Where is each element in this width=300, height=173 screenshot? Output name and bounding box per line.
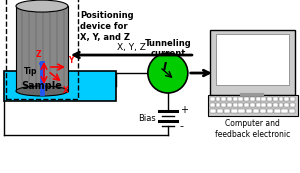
- FancyBboxPatch shape: [289, 110, 295, 113]
- FancyBboxPatch shape: [260, 110, 266, 113]
- FancyBboxPatch shape: [224, 110, 230, 113]
- Text: Positioning
device for
X, Y, and Z: Positioning device for X, Y, and Z: [80, 11, 134, 42]
- Text: Tip: Tip: [24, 66, 38, 76]
- FancyBboxPatch shape: [250, 103, 255, 107]
- Text: Bias: Bias: [138, 114, 156, 123]
- FancyBboxPatch shape: [281, 110, 288, 113]
- FancyBboxPatch shape: [256, 98, 260, 101]
- Text: Sample: Sample: [22, 81, 62, 91]
- FancyBboxPatch shape: [4, 71, 116, 101]
- FancyBboxPatch shape: [267, 103, 272, 107]
- FancyBboxPatch shape: [217, 110, 223, 113]
- FancyBboxPatch shape: [290, 98, 295, 101]
- FancyBboxPatch shape: [210, 98, 215, 101]
- Text: X: X: [63, 86, 69, 95]
- Text: Tunneling
current: Tunneling current: [145, 39, 191, 58]
- FancyBboxPatch shape: [267, 98, 272, 101]
- Text: +: +: [180, 105, 188, 115]
- FancyBboxPatch shape: [267, 110, 273, 113]
- FancyBboxPatch shape: [210, 103, 215, 107]
- FancyBboxPatch shape: [208, 95, 298, 116]
- FancyBboxPatch shape: [261, 98, 266, 101]
- FancyBboxPatch shape: [261, 103, 266, 107]
- FancyBboxPatch shape: [238, 103, 243, 107]
- FancyBboxPatch shape: [250, 98, 255, 101]
- FancyBboxPatch shape: [253, 110, 259, 113]
- FancyBboxPatch shape: [278, 103, 284, 107]
- Text: -: -: [180, 121, 184, 131]
- Text: I: I: [163, 62, 167, 72]
- Ellipse shape: [16, 0, 68, 12]
- FancyBboxPatch shape: [227, 98, 232, 101]
- FancyBboxPatch shape: [278, 98, 284, 101]
- FancyBboxPatch shape: [238, 98, 243, 101]
- FancyBboxPatch shape: [216, 34, 289, 85]
- Text: Z: Z: [36, 50, 42, 59]
- FancyBboxPatch shape: [227, 103, 232, 107]
- FancyBboxPatch shape: [233, 103, 238, 107]
- Text: Computer and
feedback electronic: Computer and feedback electronic: [214, 119, 290, 139]
- FancyBboxPatch shape: [244, 103, 249, 107]
- FancyBboxPatch shape: [284, 103, 289, 107]
- FancyBboxPatch shape: [246, 110, 252, 113]
- Circle shape: [148, 53, 188, 93]
- FancyBboxPatch shape: [233, 98, 238, 101]
- FancyBboxPatch shape: [290, 103, 295, 107]
- FancyBboxPatch shape: [221, 98, 226, 101]
- FancyBboxPatch shape: [16, 6, 68, 91]
- Ellipse shape: [16, 86, 68, 96]
- FancyBboxPatch shape: [215, 98, 220, 101]
- FancyBboxPatch shape: [274, 110, 280, 113]
- FancyBboxPatch shape: [273, 98, 278, 101]
- Text: X, Y, Z: X, Y, Z: [117, 43, 146, 52]
- FancyBboxPatch shape: [256, 103, 260, 107]
- Polygon shape: [40, 63, 44, 68]
- FancyBboxPatch shape: [273, 103, 278, 107]
- FancyBboxPatch shape: [231, 110, 238, 113]
- FancyBboxPatch shape: [210, 30, 295, 95]
- FancyBboxPatch shape: [221, 103, 226, 107]
- FancyBboxPatch shape: [215, 103, 220, 107]
- FancyBboxPatch shape: [210, 110, 216, 113]
- Text: Y: Y: [68, 56, 73, 65]
- FancyBboxPatch shape: [238, 110, 245, 113]
- FancyBboxPatch shape: [284, 98, 289, 101]
- FancyBboxPatch shape: [244, 98, 249, 101]
